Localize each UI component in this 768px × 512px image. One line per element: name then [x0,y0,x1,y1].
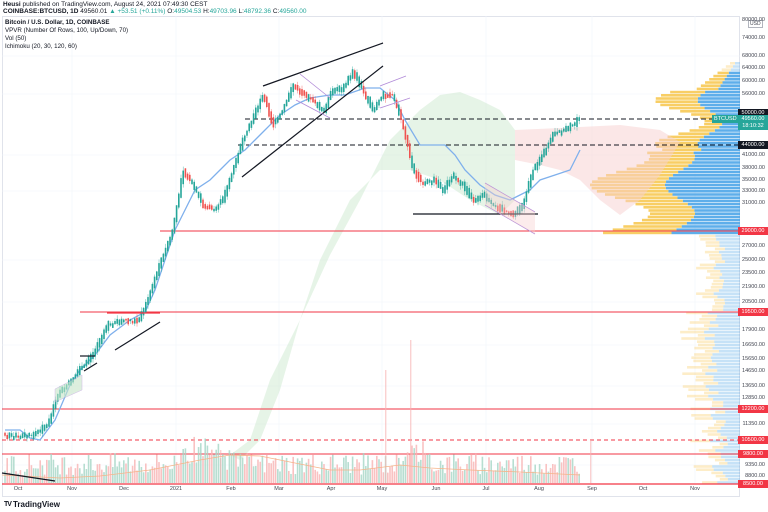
open-value: 49504.53 [174,8,202,15]
publish-info: Heusi published on TradingView.com, Augu… [3,1,207,8]
price-tick: 21900.00 [742,284,765,290]
price-tick: 33000.00 [742,188,765,194]
price-tick: 9350.00 [745,462,765,468]
price-tick: 56000.00 [742,91,765,97]
price-tick: 27000.00 [742,243,765,249]
tradingview-logo-text: TradingView [12,500,60,509]
time-label: Jun [431,486,441,492]
time-label: Aug [534,486,544,492]
legend-title[interactable]: Bitcoin / U.S. Dollar, 1D, COINBASE [5,19,110,26]
close-label: C: [272,8,280,15]
price-tick: 20500.00 [742,299,765,305]
ichimoku-cloud [230,92,680,460]
price-tick: 17900.00 [742,327,765,333]
high-value: 49703.96 [209,8,237,15]
price-tick: 23500.00 [742,270,765,276]
time-label: May [376,486,388,492]
time-label: Oct [638,486,648,492]
price-tick: 16650.00 [742,342,765,348]
price-tick: 68000.00 [742,53,765,59]
price-tick: 8800.00 [745,473,765,479]
symbol-price-tag: BTCUSD [712,115,739,123]
channel-drawings[interactable] [295,73,536,235]
time-label: Nov [690,486,700,492]
support-resistance-levels[interactable] [2,118,740,485]
price-tick: 11350.00 [742,421,765,427]
time-label: 2021 [169,486,183,492]
trend-lines[interactable] [1,42,538,482]
time-label: Jul [482,486,490,492]
currency-label[interactable]: USD [748,20,763,28]
price-level-tag: 19500.00 [738,308,768,316]
grid-lines [2,16,740,483]
price-level-tag: 10500.00 [738,436,768,444]
tradingview-logo[interactable]: TV TradingView [4,500,60,509]
volume-bars [4,340,592,483]
publish-text: published on TradingView.com, August 24,… [22,1,208,8]
candlestick-series [4,66,580,442]
chart-legend: Bitcoin / U.S. Dollar, 1D, COINBASE VPVR… [5,19,128,51]
legend-indicator-vpvr[interactable]: VPVR (Number Of Rows, 100, Up/Down, 70) [5,27,129,34]
time-label: Oct [13,486,23,492]
author-name[interactable]: Heusi [3,1,21,8]
time-label: Mar [274,486,284,492]
tradingview-logo-icon: TV [4,501,12,508]
price-tick: 13650.00 [742,383,765,389]
symbol-ohlc-line: COINBASE:BTCUSD, 1D 49560.01 ▲ +53.51 (+… [3,8,306,15]
high-label: H: [203,8,210,15]
last-price: 49560.01 [80,8,108,15]
price-change: +53.51 (+0.11%) [117,8,166,15]
price-level-tag: 49560.00 [738,115,768,123]
price-tick: 74000.00 [742,35,765,41]
time-label: Dec [119,486,129,492]
volume-profile-vpvr [590,62,740,484]
price-level-tag: 29000.00 [738,227,768,235]
low-label: L: [238,8,244,15]
price-axis[interactable]: 80000.00 74000.00 68000.00 64000.00 60000.00… [738,16,768,488]
price-level-tag: 50000.00 [738,109,768,117]
price-tick: 41000.00 [742,152,765,158]
chart-pane[interactable] [2,16,740,497]
time-axis[interactable]: Oct Nov Dec 2021 Feb Mar Apr May Jun Jul Aug Sep Oct… [2,483,740,497]
time-label: Feb [226,486,236,492]
price-tick: 25000.00 [742,257,765,263]
open-label: O: [167,8,175,15]
price-tick: 60000.00 [742,78,765,84]
price-tick: 12850.00 [742,395,765,401]
price-level-tag: 12200.00 [738,405,768,413]
low-value: 48792.36 [243,8,272,15]
price-tick: 31000.00 [742,200,765,206]
price-tick: 64000.00 [742,65,765,71]
price-level-tag: 18:10:32 [738,122,768,130]
time-label: Nov [67,486,77,492]
price-tick: 38000.00 [742,165,765,171]
time-label: Sep [587,486,597,492]
volume-ma-line [1,454,581,479]
close-value: 49560.00 [279,8,307,15]
price-tick: 14650.00 [742,368,765,374]
price-tick: 80000.00 [742,17,765,23]
price-tick: 35000.00 [742,177,765,183]
time-label: Apr [326,486,336,492]
price-tick: 15650.00 [742,356,765,362]
channel-fill [54,183,535,403]
legend-indicator-ichimoku[interactable]: Ichimoku (20, 30, 120, 60) [5,43,77,50]
up-arrow-icon: ▲ [109,8,116,15]
legend-indicator-volume[interactable]: Vol (50) [5,35,27,42]
symbol-label: COINBASE:BTCUSD, 1D [3,8,79,15]
price-level-tag: 9800.00 [738,450,768,458]
price-level-tag: 44000.00 [738,141,768,149]
price-level-tag: 8500.00 [738,480,768,488]
